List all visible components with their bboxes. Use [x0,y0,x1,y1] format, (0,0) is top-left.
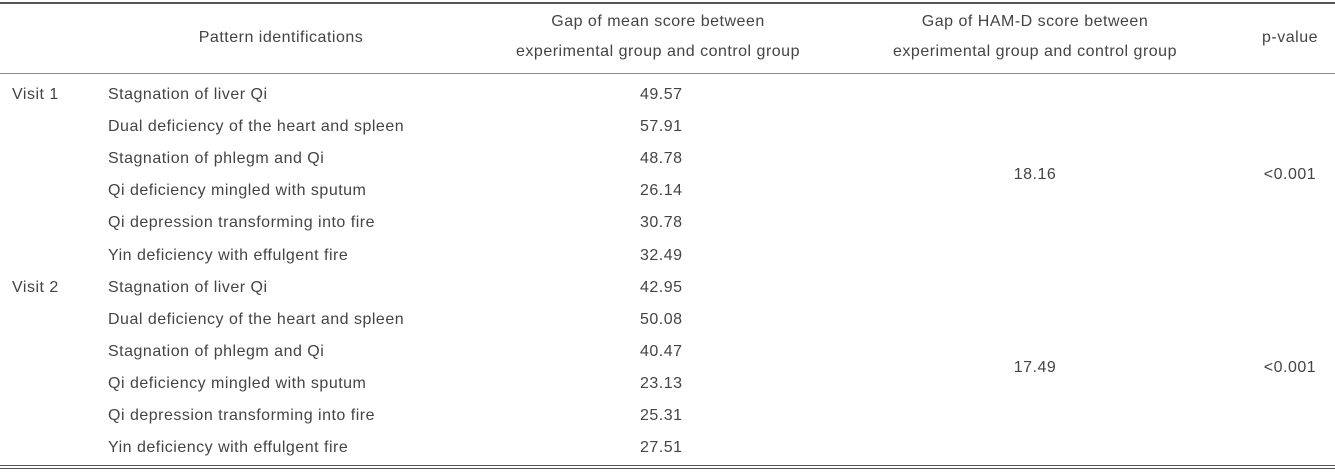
p-value: <0.001 [1263,166,1317,184]
mean-gap: 40.47 [640,342,683,360]
hamd-gap: 18.16 [1013,166,1057,184]
bottom-rule [0,468,1335,469]
header-mean-gap: experimental group and control group [516,43,800,60]
mean-gap: 49.57 [640,86,683,103]
header-hamd-gap: experimental group and control group [893,43,1177,60]
mean-gap: 25.31 [640,407,683,424]
mean-gap: 27.51 [640,439,683,457]
header-hamd-gap: Gap of HAM-D score between [921,13,1149,30]
header-p-value: p-value [1262,29,1318,46]
mean-gap: 42.95 [640,278,683,296]
mean-gap: 50.08 [640,310,683,328]
pattern-name: Dual deficiency of the heart and spleen [108,310,405,328]
pattern-name: Yin deficiency with effulgent fire [108,246,349,264]
pattern-name: Stagnation of liver Qi [108,86,268,103]
pattern-name: Dual deficiency of the heart and spleen [108,118,405,136]
pattern-name: Qi depression transforming into fire [108,214,375,232]
visit-label: Visit 1 [12,86,59,103]
pattern-name: Qi depression transforming into fire [108,407,375,424]
visit-label: Visit 2 [12,278,59,296]
bottom-rule [0,465,1335,466]
mean-gap: 26.14 [640,182,683,200]
mean-gap: 32.49 [640,246,683,264]
header-pattern: Pattern identifications [198,29,364,46]
pattern-name: Stagnation of liver Qi [108,278,268,296]
pattern-name: Qi deficiency mingled with sputum [108,374,367,392]
pattern-name: Stagnation of phlegm and Qi [108,150,325,168]
p-value: <0.001 [1263,358,1317,376]
mean-gap: 30.78 [640,214,683,232]
mean-gap: 23.13 [640,374,683,392]
header-mean-gap: Gap of mean score between [551,13,765,30]
header-rule [0,73,1335,74]
hamd-gap: 17.49 [1013,358,1057,376]
pattern-name: Stagnation of phlegm and Qi [108,342,325,360]
pattern-name: Qi deficiency mingled with sputum [108,182,367,200]
mean-gap: 48.78 [640,150,683,168]
mean-gap: 57.91 [640,118,683,136]
top-rule [0,2,1335,4]
pattern-name: Yin deficiency with effulgent fire [108,439,349,457]
